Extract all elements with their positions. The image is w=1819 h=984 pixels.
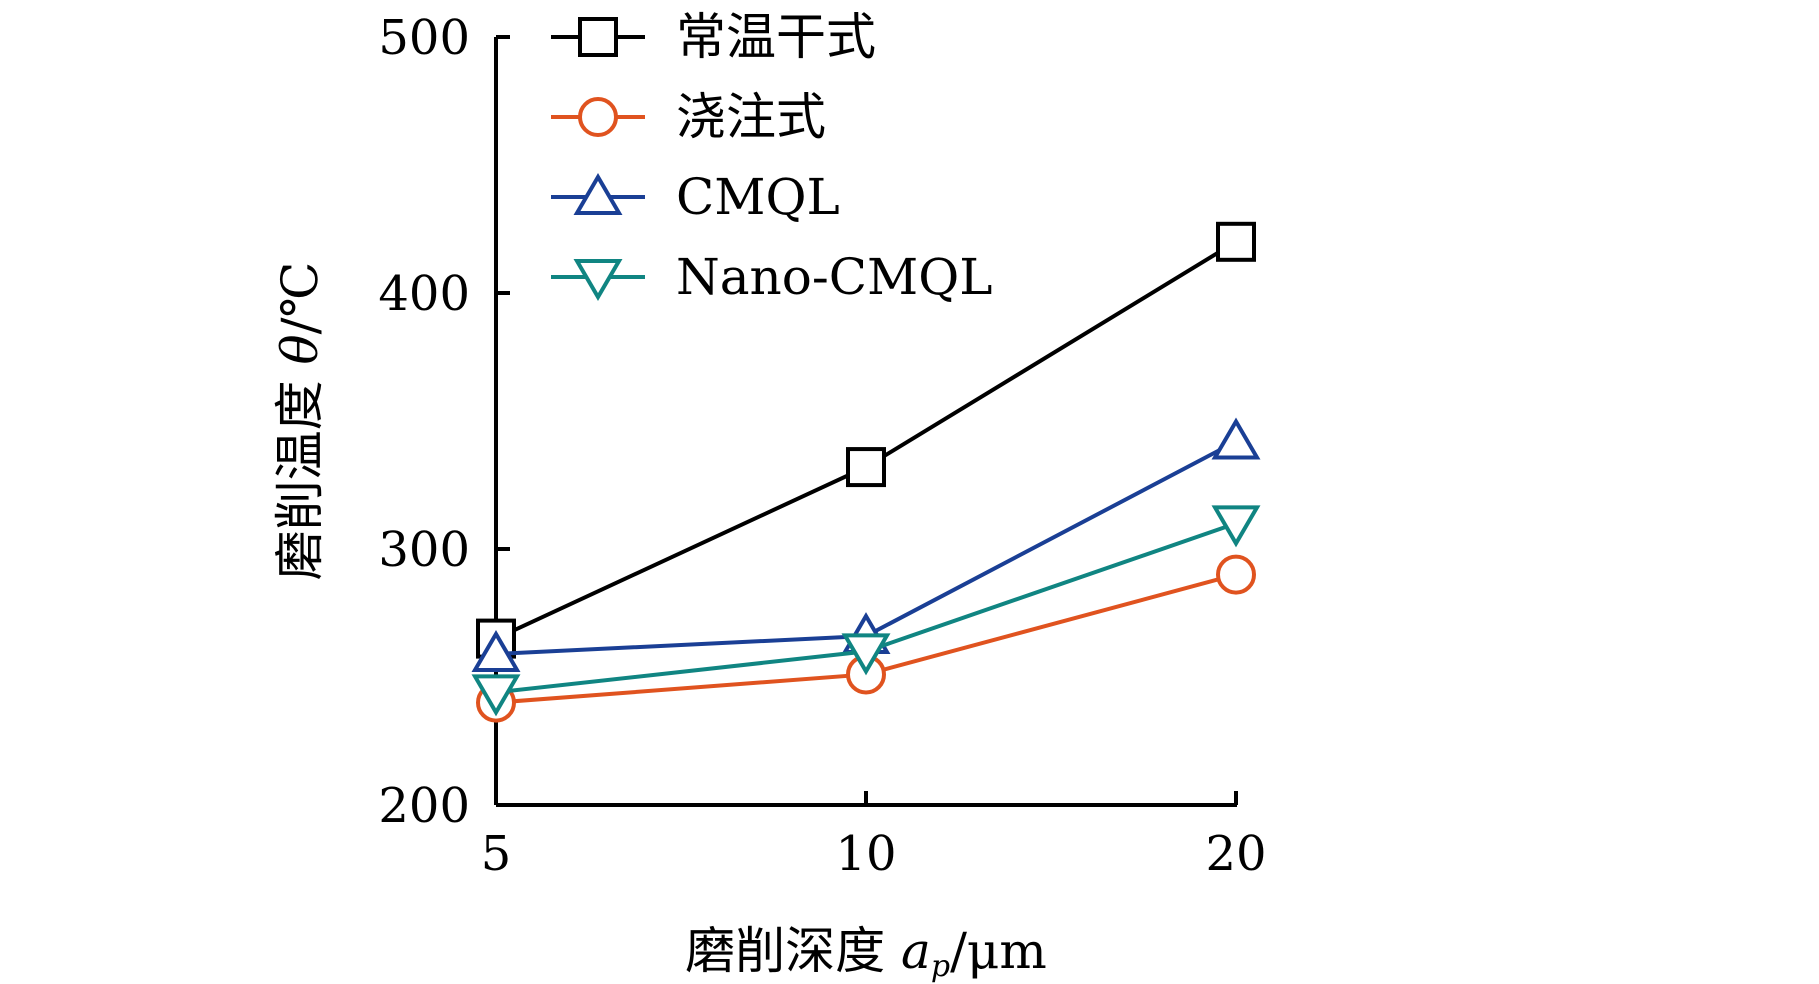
data-point-triangle-down [841, 633, 891, 676]
y-axis-title-prefix: 磨削温度 [271, 364, 329, 580]
data-point-triangle-up [471, 629, 521, 672]
legend-item: 浇注式 [551, 88, 826, 146]
data-point-square [1216, 221, 1256, 262]
x-axis-title: 磨削深度 ap/μm [685, 922, 1047, 984]
x-axis-title-variable: a [901, 922, 931, 980]
y-axis-title-unit: /℃ [271, 262, 329, 335]
series-layer [471, 221, 1261, 723]
x-tick-label: 20 [1205, 826, 1266, 882]
data-point-triangle-down [1211, 505, 1261, 548]
y-axis-title: 磨削温度 θ/℃ [271, 262, 329, 581]
legend-item: 常温干式 [551, 8, 876, 66]
y-tick-label: 200 [378, 778, 470, 834]
x-tick-label: 10 [835, 826, 896, 882]
legend-label: 浇注式 [676, 88, 826, 146]
x-axis-title-prefix: 磨削深度 [685, 922, 901, 980]
legend-label: CMQL [676, 168, 840, 226]
x-axis-title-subscript: p [931, 949, 950, 984]
plot-area: 200 300 400 500 5 10 20 [378, 10, 1266, 882]
y-axis-title-variable: θ [271, 334, 329, 364]
data-point-circle [1216, 554, 1256, 595]
data-point-square [846, 447, 886, 488]
legend-marker-triangle-up [573, 173, 623, 215]
y-tick-label: 400 [378, 266, 470, 322]
legend-marker-square [578, 17, 618, 57]
series-1 [476, 221, 1256, 659]
x-axis-title-unit: /μm [950, 922, 1047, 980]
y-tick-label: 500 [378, 10, 470, 66]
data-point-triangle-up [1211, 417, 1261, 460]
legend-label: Nano-CMQL [676, 248, 992, 306]
legend-item: CMQL [551, 168, 840, 226]
legend-marker-triangle-down [573, 259, 623, 301]
series-4 [471, 505, 1261, 717]
legend-label: 常温干式 [676, 8, 876, 66]
x-axis-ticks: 5 10 20 [481, 791, 1267, 882]
data-point-triangle-down [471, 674, 521, 717]
legend-marker-circle [578, 97, 618, 137]
legend-item: Nano-CMQL [551, 248, 992, 306]
y-axis-ticks: 200 300 400 500 [378, 10, 510, 834]
x-tick-label: 5 [481, 826, 512, 882]
y-tick-label: 300 [378, 522, 470, 578]
